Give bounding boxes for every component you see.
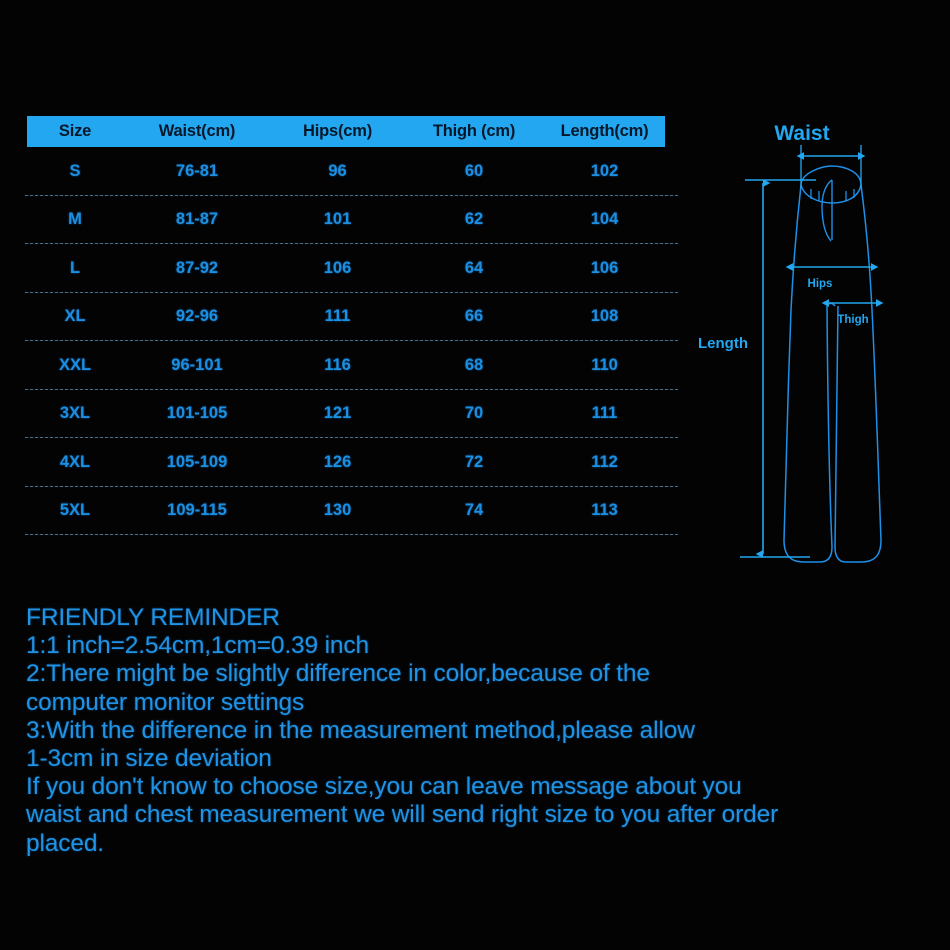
reminder-line-5: 1-3cm in size deviation: [26, 745, 272, 773]
cell-hips: 116: [324, 355, 351, 374]
waist-measure: [796, 145, 866, 188]
cell-thigh: 60: [464, 161, 484, 180]
cell-waist: 87-92: [175, 258, 219, 277]
row-divider: [25, 243, 679, 244]
row-divider: [25, 437, 679, 438]
row-divider: [25, 194, 679, 196]
cell-thigh: 74: [464, 501, 484, 520]
column-header-hips: Hips(cm): [303, 122, 372, 140]
reminder-line-6: If you don't know to choose size,you can…: [26, 773, 742, 801]
cell-length: 104: [590, 210, 619, 229]
table-header-row: Size Waist(cm) Hips(cm) Thigh (cm) Lengt…: [27, 116, 665, 147]
cell-thigh: 64: [464, 258, 484, 277]
cell-size: XXL: [58, 355, 92, 374]
cell-length: 111: [591, 404, 618, 423]
table-row: 4XL 105-109 126 72 112: [25, 438, 679, 487]
table-body: S 76-81 96 60 102 M 81-87 101 62 104 L 87-92 106 64 10…: [25, 147, 679, 535]
cell-waist: 92-96: [175, 307, 219, 326]
table-row: S 76-81 96 60 102: [25, 147, 679, 196]
reminder-title: FRIENDLY REMINDER: [26, 604, 280, 631]
cell-size: 5XL: [59, 501, 91, 520]
cell-hips: 126: [323, 452, 352, 471]
reminder-line-4: 3:With the difference in the measurement…: [26, 716, 695, 744]
row-divider: [25, 485, 679, 487]
reminder-line-7: waist and chest measurement we will send…: [26, 801, 779, 829]
reminder-line-8: placed.: [26, 829, 104, 857]
cell-size: L: [69, 258, 81, 277]
table-row: 5XL 109-115 130 74 113: [25, 487, 679, 535]
table-row: M 81-87 101 62 104: [25, 196, 679, 244]
cell-thigh: 72: [464, 452, 484, 471]
cell-length: 108: [590, 307, 619, 326]
cell-waist: 109-115: [167, 501, 227, 520]
cell-length: 110: [591, 355, 618, 374]
cell-size: XL: [64, 307, 86, 326]
cell-thigh: 66: [464, 307, 484, 326]
cell-hips: 130: [323, 501, 352, 520]
cell-waist: 105-109: [166, 452, 228, 471]
table-row: XXL 96-101 116 68 110: [25, 341, 679, 390]
cell-size: 3XL: [59, 404, 91, 423]
column-header-size: Size: [58, 122, 92, 140]
hips-label: Hips: [808, 278, 833, 290]
table-row: 3XL 101-105 121 70 111: [25, 390, 679, 438]
column-header-length: Length(cm): [560, 122, 649, 140]
cell-length: 106: [590, 258, 619, 277]
cell-waist: 81-87: [175, 210, 219, 229]
cell-hips: 96: [328, 161, 347, 180]
reminder-line-2: 2:There might be slightly difference in …: [26, 660, 650, 688]
row-divider: [25, 291, 679, 293]
belt-loops: [810, 189, 855, 201]
cell-thigh: 62: [464, 210, 484, 229]
cell-thigh: 68: [464, 355, 484, 374]
friendly-reminder-block: FRIENDLY REMINDER 1:1 inch=2.54cm,1cm=0.…: [26, 604, 916, 858]
cell-length: 113: [591, 501, 618, 520]
cell-size: S: [69, 161, 81, 180]
cell-length: 102: [590, 161, 619, 180]
cell-size: 4XL: [59, 452, 91, 471]
fly-detail: [821, 179, 833, 242]
cell-waist: 96-101: [171, 355, 223, 374]
table-row: XL 92-96 111 66 108: [25, 293, 679, 341]
row-divider: [25, 388, 679, 390]
table-row: L 87-92 106 64 106: [25, 244, 679, 293]
length-measure: [740, 179, 816, 558]
cell-length: 112: [591, 452, 618, 471]
row-divider: [25, 534, 679, 535]
cell-hips: 121: [323, 404, 352, 423]
waistband: [800, 165, 862, 204]
column-header-thigh: Thigh (cm): [432, 122, 516, 140]
reminder-line-1: 1:1 inch=2.54cm,1cm=0.39 inch: [26, 632, 369, 660]
thigh-label: Thigh: [837, 314, 868, 326]
pants-measurement-diagram: Waist Hips Thigh Length: [680, 110, 950, 580]
length-label: Length: [698, 335, 748, 352]
cell-waist: 101-105: [166, 404, 228, 423]
cell-thigh: 70: [464, 404, 484, 423]
row-divider: [25, 340, 679, 341]
cell-hips: 111: [324, 307, 351, 326]
cell-size: M: [68, 210, 82, 229]
cell-hips: 106: [323, 258, 352, 277]
waist-label: Waist: [774, 122, 829, 145]
reminder-line-3: computer monitor settings: [26, 688, 305, 716]
cell-waist: 76-81: [175, 161, 219, 180]
size-chart-table: Size Waist(cm) Hips(cm) Thigh (cm) Lengt…: [25, 116, 679, 535]
cell-hips: 101: [323, 210, 352, 229]
pants-outline: [783, 184, 882, 563]
column-header-waist: Waist(cm): [158, 122, 236, 140]
